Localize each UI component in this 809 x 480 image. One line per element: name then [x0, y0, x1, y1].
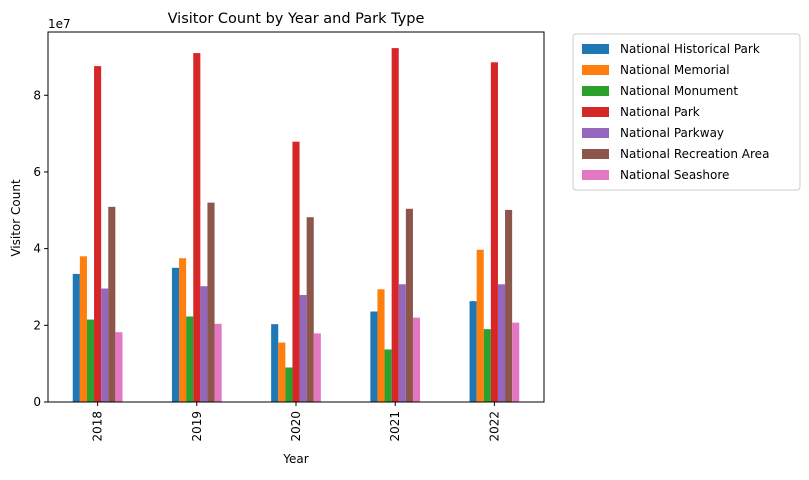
bar-national-seashore-2019	[214, 323, 222, 402]
bar-national-monument-2022	[483, 329, 491, 402]
bar-national-historical-park-2022	[469, 301, 477, 402]
bar-national-recreation-area-2019	[207, 202, 215, 402]
bar-national-monument-2021	[384, 349, 392, 402]
legend-swatch-national-memorial	[582, 65, 609, 75]
bar-national-monument-2020	[285, 367, 293, 402]
legend: National Historical Park National Memoria…	[572, 33, 801, 191]
x-axis-label: Year	[282, 452, 308, 466]
bar-national-park-2020	[292, 141, 300, 402]
legend-swatch-national-historical-park	[582, 44, 609, 54]
legend-label: National Monument	[620, 84, 738, 98]
legend-label: National Recreation Area	[620, 147, 769, 161]
legend-label: National Parkway	[620, 126, 724, 140]
y-tick-label: 4	[33, 242, 41, 256]
bar-national-seashore-2020	[313, 333, 321, 402]
legend-swatch-national-recreation-area	[582, 149, 609, 159]
legend-swatch-national-seashore	[582, 170, 609, 180]
bar-national-memorial-2020	[278, 342, 286, 402]
bar-national-recreation-area-2022	[505, 209, 513, 402]
y-axis: 0 2 4 6 8	[33, 88, 48, 409]
bar-national-monument-2019	[186, 316, 194, 402]
bar-national-recreation-area-2020	[306, 217, 314, 402]
legend-frame	[572, 33, 801, 191]
bar-national-historical-park-2018	[72, 273, 80, 402]
bar-national-recreation-area-2018	[108, 206, 116, 402]
x-axis: 2018 2019 2020 2021 2022	[91, 402, 501, 442]
legend-swatch-national-park	[582, 107, 609, 117]
x-tick-label: 2019	[190, 411, 204, 442]
legend-swatch-national-parkway	[582, 128, 609, 138]
legend-label: National Seashore	[620, 168, 729, 182]
y-tick-label: 2	[33, 318, 41, 332]
x-tick-label: 2018	[91, 411, 105, 442]
bar-national-park-2021	[391, 48, 399, 402]
bar-national-memorial-2022	[476, 249, 484, 402]
bars-layer	[72, 48, 520, 403]
bar-national-historical-park-2021	[370, 311, 378, 402]
bar-national-recreation-area-2021	[405, 208, 413, 402]
x-tick-label: 2021	[388, 411, 402, 442]
chart-title: Visitor Count by Year and Park Type	[168, 11, 425, 27]
y-axis-label: Visitor Count	[9, 179, 23, 257]
bar-national-historical-park-2020	[271, 324, 279, 402]
legend-label: National Park	[620, 105, 700, 119]
bar-national-seashore-2021	[412, 317, 421, 402]
bar-national-monument-2018	[86, 319, 95, 402]
legend-label: National Memorial	[620, 63, 730, 77]
bar-national-memorial-2019	[179, 258, 187, 402]
bar-national-park-2022	[490, 62, 498, 402]
bar-national-seashore-2018	[115, 332, 123, 402]
bar-national-parkway-2020	[299, 295, 307, 402]
x-tick-label: 2022	[487, 411, 501, 442]
bar-national-parkway-2022	[497, 284, 506, 402]
bar-national-park-2018	[94, 66, 102, 403]
bar-national-parkway-2021	[398, 284, 406, 402]
bar-national-parkway-2019	[200, 286, 208, 402]
y-axis-offset-label: 1e7	[48, 17, 71, 31]
bar-national-memorial-2018	[79, 256, 87, 402]
bar-national-memorial-2021	[377, 289, 385, 402]
y-tick-label: 6	[33, 165, 41, 179]
x-tick-label: 2020	[289, 411, 303, 442]
bar-national-historical-park-2019	[171, 267, 180, 402]
bar-national-seashore-2022	[512, 322, 520, 402]
legend-label: National Historical Park	[620, 42, 760, 56]
y-tick-label: 8	[33, 88, 41, 102]
bar-national-parkway-2018	[101, 288, 109, 402]
y-tick-label: 0	[33, 395, 41, 409]
legend-swatch-national-monument	[582, 86, 609, 96]
bar-national-park-2019	[193, 53, 201, 403]
